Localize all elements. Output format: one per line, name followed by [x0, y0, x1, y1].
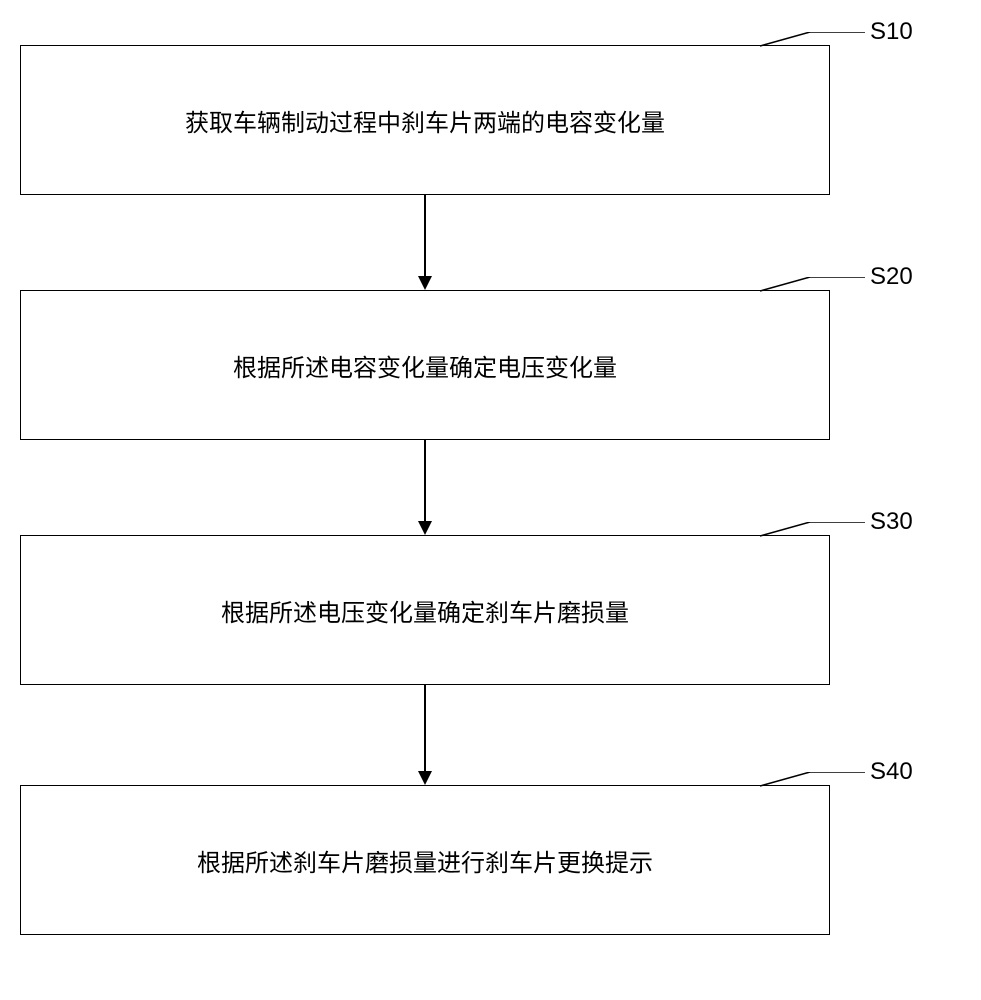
step-text-s10: 获取车辆制动过程中刹车片两端的电容变化量 [185, 103, 665, 138]
arrow-s10-s20 [424, 195, 426, 277]
arrow-s30-s40 [424, 685, 426, 772]
step-box-s10: 获取车辆制动过程中刹车片两端的电容变化量 [20, 45, 830, 195]
arrow-s20-s30 [424, 440, 426, 522]
step-text-s20: 根据所述电容变化量确定电压变化量 [233, 348, 617, 383]
step-label-s10: S10 [870, 18, 913, 46]
arrow-head-s30-s40 [418, 771, 432, 785]
step-text-s40: 根据所述刹车片磨损量进行刹车片更换提示 [197, 843, 653, 878]
step-label-s40: S40 [870, 758, 913, 786]
step-text-s30: 根据所述电压变化量确定刹车片磨损量 [221, 593, 629, 628]
step-box-s30: 根据所述电压变化量确定刹车片磨损量 [20, 535, 830, 685]
step-label-s30: S30 [870, 508, 913, 536]
leader-line-s20 [760, 277, 870, 295]
leader-line-s40 [760, 772, 870, 790]
step-box-s40: 根据所述刹车片磨损量进行刹车片更换提示 [20, 785, 830, 935]
leader-line-s10 [760, 32, 870, 50]
step-box-s20: 根据所述电容变化量确定电压变化量 [20, 290, 830, 440]
arrow-head-s20-s30 [418, 521, 432, 535]
leader-line-s30 [760, 522, 870, 540]
step-label-s20: S20 [870, 263, 913, 291]
flowchart-container: 获取车辆制动过程中刹车片两端的电容变化量 S10 根据所述电容变化量确定电压变化… [0, 0, 981, 1000]
arrow-head-s10-s20 [418, 276, 432, 290]
